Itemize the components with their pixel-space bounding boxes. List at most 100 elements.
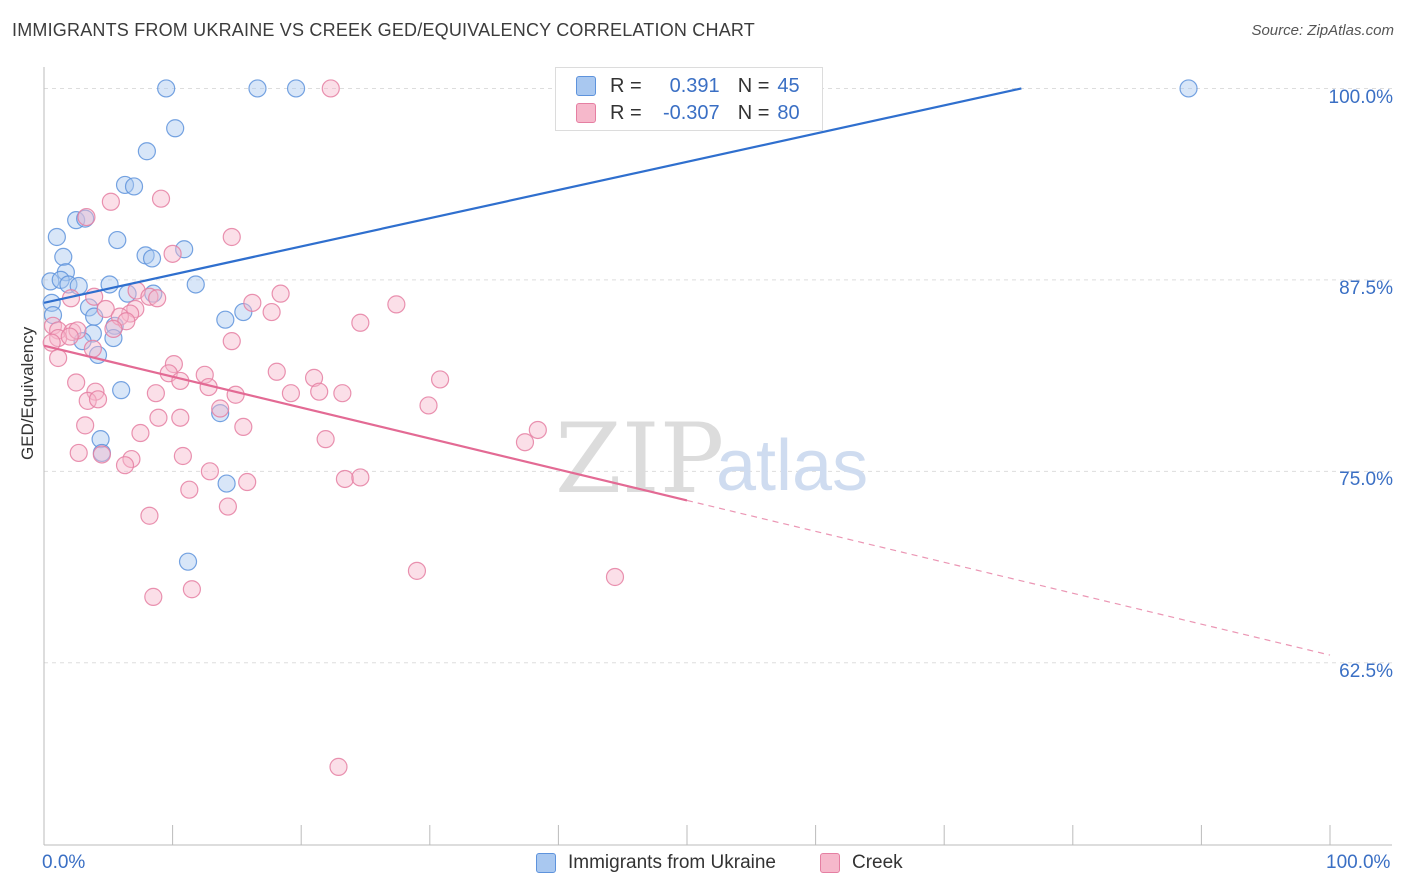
- bottom-legend-ukraine: Immigrants from Ukraine: [536, 852, 776, 874]
- watermark-atlas: atlas: [716, 426, 868, 506]
- ukraine-point: [54, 247, 73, 267]
- creek-point: [351, 468, 370, 487]
- creek-point: [226, 385, 245, 404]
- y-tick-label-100: 100.0%: [1328, 87, 1393, 108]
- creek-point: [164, 355, 183, 374]
- creek-point: [321, 79, 340, 98]
- creek-point: [329, 757, 348, 776]
- creek-point: [140, 287, 159, 306]
- creek-point: [76, 416, 95, 435]
- ukraine-point: [91, 430, 110, 449]
- creek-point: [238, 472, 257, 492]
- creek-n-value: 80: [777, 101, 800, 124]
- ukraine-point: [115, 175, 135, 195]
- ukraine-point: [47, 227, 66, 247]
- creek-point: [148, 289, 167, 308]
- creek-point: [140, 506, 159, 525]
- ukraine-point: [216, 310, 235, 329]
- creek-point: [351, 313, 370, 332]
- ukraine-n-value: 45: [777, 74, 800, 97]
- ukraine-point: [104, 328, 123, 348]
- creek-point: [387, 295, 406, 314]
- stats-legend: R = 0.391 N = 45 R = -0.307 N = 80: [555, 67, 823, 131]
- creek-point: [171, 408, 190, 427]
- legend-row-ukraine: R = 0.391 N = 45: [576, 73, 800, 99]
- ukraine-point: [178, 552, 198, 571]
- legend-row-creek: R = -0.307 N = 80: [576, 100, 800, 126]
- creek-trend-extension: [686, 499, 1331, 656]
- creek-point: [101, 192, 120, 211]
- watermark-zip: ZIP: [555, 403, 724, 515]
- creek-point: [83, 339, 102, 358]
- creek-point: [222, 332, 241, 351]
- creek-swatch: [576, 103, 596, 123]
- ukraine-point: [1179, 79, 1198, 98]
- creek-n-label: N =: [737, 101, 770, 124]
- ukraine-r-value: 0.391: [669, 74, 720, 97]
- ukraine-point: [186, 275, 205, 294]
- ukraine-point: [286, 79, 306, 98]
- creek-point: [335, 469, 355, 489]
- creek-point: [243, 293, 262, 312]
- creek-point: [222, 227, 241, 247]
- creek-point: [262, 302, 281, 322]
- creek-point: [310, 382, 329, 401]
- ukraine-point: [67, 211, 86, 230]
- creek-point: [419, 396, 438, 415]
- creek-point: [104, 319, 123, 338]
- ukraine-point: [175, 240, 194, 259]
- ukraine-swatch: [576, 76, 596, 96]
- bottom-ukraine-label: Immigrants from Ukraine: [568, 852, 776, 873]
- creek-point: [304, 368, 324, 387]
- bottom-creek-label: Creek: [852, 852, 903, 873]
- creek-point: [96, 299, 115, 319]
- source-label: Source: ZipAtlas.com: [1251, 22, 1394, 39]
- creek-point: [234, 417, 253, 437]
- creek-point: [115, 456, 135, 475]
- chart-title: IMMIGRANTS FROM UKRAINE VS CREEK GED/EQU…: [12, 20, 755, 40]
- ukraine-point: [157, 79, 176, 98]
- creek-point: [316, 430, 335, 449]
- creek-point: [200, 462, 219, 481]
- creek-point: [281, 384, 301, 403]
- creek-trend-line: [43, 344, 688, 502]
- creek-point: [430, 370, 450, 389]
- ukraine-point: [124, 177, 144, 196]
- creek-point: [271, 284, 290, 303]
- creek-point: [49, 328, 68, 348]
- creek-point: [182, 580, 201, 599]
- ukraine-point: [248, 79, 267, 98]
- x-tick-label-max: 100.0%: [1326, 852, 1391, 873]
- y-axis-title: GED/Equivalency: [18, 326, 37, 460]
- creek-point: [88, 390, 108, 409]
- creek-point: [528, 420, 547, 440]
- creek-point: [69, 443, 88, 463]
- bottom-legend-creek: Creek: [820, 852, 903, 874]
- ukraine-point: [108, 230, 127, 250]
- y-tick-label-62-5: 62.5%: [1339, 661, 1393, 682]
- creek-point: [180, 480, 199, 499]
- creek-point: [149, 408, 168, 427]
- creek-point: [151, 189, 171, 208]
- creek-point: [92, 445, 111, 464]
- creek-point: [77, 207, 96, 227]
- creek-r-label: R =: [610, 101, 642, 124]
- creek-point: [211, 399, 230, 418]
- ukraine-point: [142, 249, 162, 268]
- creek-r-value: -0.307: [662, 101, 720, 124]
- creek-point: [144, 587, 163, 606]
- creek-point: [333, 384, 352, 403]
- bottom-creek-swatch: [820, 853, 840, 873]
- ukraine-point: [217, 474, 236, 493]
- creek-point: [218, 497, 237, 516]
- ukraine-point: [83, 324, 102, 343]
- y-tick-label-87-5: 87.5%: [1339, 278, 1393, 299]
- x-tick-label-min: 0.0%: [42, 852, 86, 873]
- ukraine-n-label: N =: [737, 74, 770, 97]
- creek-point: [515, 433, 535, 452]
- bottom-ukraine-swatch: [536, 853, 556, 873]
- y-tick-label-75: 75.0%: [1339, 469, 1393, 490]
- creek-point: [60, 327, 79, 346]
- creek-point: [131, 423, 150, 443]
